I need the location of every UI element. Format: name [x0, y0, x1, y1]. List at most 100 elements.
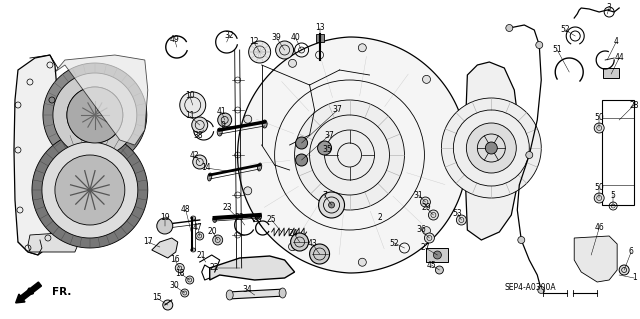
Text: SEP4-A0300A: SEP4-A0300A	[504, 283, 556, 292]
Circle shape	[422, 75, 431, 83]
Text: 14: 14	[201, 164, 211, 173]
Circle shape	[196, 232, 204, 240]
Circle shape	[89, 109, 101, 121]
Bar	[316, 34, 324, 42]
Bar	[603, 68, 619, 78]
Polygon shape	[32, 132, 148, 248]
Text: 22: 22	[210, 263, 220, 272]
Polygon shape	[42, 142, 138, 238]
Circle shape	[428, 210, 438, 220]
Ellipse shape	[207, 173, 212, 181]
Text: 1: 1	[632, 273, 637, 283]
Text: 43: 43	[308, 240, 317, 249]
Polygon shape	[152, 238, 178, 258]
Circle shape	[289, 243, 296, 251]
Circle shape	[518, 236, 525, 243]
Text: 39: 39	[272, 33, 282, 42]
Text: 27: 27	[420, 243, 430, 253]
Circle shape	[453, 162, 461, 170]
Circle shape	[218, 113, 232, 127]
Text: 34: 34	[243, 286, 253, 294]
Text: 45: 45	[426, 261, 436, 270]
Circle shape	[319, 192, 344, 218]
Polygon shape	[14, 55, 58, 255]
Circle shape	[358, 44, 366, 52]
Text: 42: 42	[190, 151, 200, 160]
Ellipse shape	[262, 120, 267, 128]
Circle shape	[433, 251, 442, 259]
Text: 29: 29	[422, 204, 431, 212]
Text: 7: 7	[322, 190, 327, 199]
Text: 53: 53	[452, 209, 462, 218]
Text: 37: 37	[324, 130, 335, 139]
Circle shape	[276, 41, 294, 59]
Text: 20: 20	[208, 227, 218, 236]
Text: 9: 9	[220, 122, 225, 130]
Ellipse shape	[191, 216, 196, 220]
Circle shape	[594, 123, 604, 133]
Ellipse shape	[257, 163, 262, 171]
Polygon shape	[574, 236, 617, 282]
Text: 11: 11	[185, 112, 195, 121]
Text: 38: 38	[193, 131, 202, 140]
Circle shape	[328, 202, 335, 208]
Bar	[426, 248, 449, 262]
Text: 30: 30	[170, 281, 180, 291]
Text: 16: 16	[170, 256, 180, 264]
Circle shape	[485, 142, 497, 154]
Circle shape	[422, 226, 431, 235]
Polygon shape	[53, 73, 137, 157]
Circle shape	[175, 263, 184, 272]
Circle shape	[526, 152, 532, 159]
Circle shape	[442, 98, 541, 198]
Text: 4: 4	[614, 38, 619, 47]
Text: 32: 32	[225, 31, 234, 40]
Text: 6: 6	[628, 248, 634, 256]
Circle shape	[163, 300, 173, 310]
Circle shape	[358, 258, 366, 266]
Text: 25: 25	[267, 216, 276, 225]
Ellipse shape	[191, 248, 196, 252]
Text: 23: 23	[223, 204, 232, 212]
Circle shape	[536, 41, 543, 48]
Circle shape	[294, 100, 404, 210]
Text: 12: 12	[249, 38, 259, 47]
Text: 49: 49	[170, 35, 180, 44]
Circle shape	[192, 117, 208, 133]
Text: 44: 44	[614, 54, 624, 63]
Text: 21: 21	[197, 251, 207, 261]
Text: 52: 52	[561, 26, 570, 34]
Text: 17: 17	[143, 238, 152, 247]
Text: 13: 13	[315, 24, 324, 33]
Circle shape	[193, 155, 207, 169]
Circle shape	[435, 266, 444, 274]
Text: 18: 18	[175, 269, 184, 278]
Circle shape	[317, 141, 332, 155]
Bar	[228, 289, 283, 299]
Circle shape	[467, 123, 516, 173]
Polygon shape	[28, 232, 80, 252]
Ellipse shape	[226, 290, 233, 300]
Circle shape	[456, 215, 467, 225]
Text: 35: 35	[323, 145, 332, 154]
Text: 2: 2	[377, 213, 382, 222]
Text: 40: 40	[291, 33, 300, 42]
Text: 5: 5	[611, 190, 616, 199]
Bar	[602, 100, 634, 205]
Circle shape	[506, 25, 513, 32]
Text: 10: 10	[185, 92, 195, 100]
Text: 26: 26	[253, 216, 262, 225]
Text: 41: 41	[217, 108, 227, 116]
Text: 24: 24	[289, 228, 298, 238]
Circle shape	[619, 265, 629, 275]
Ellipse shape	[279, 288, 286, 298]
Ellipse shape	[212, 217, 217, 222]
Circle shape	[244, 115, 252, 123]
Text: 52: 52	[390, 239, 399, 248]
Text: 36: 36	[417, 226, 426, 234]
Circle shape	[86, 186, 94, 194]
Circle shape	[424, 233, 435, 243]
Text: 46: 46	[595, 224, 604, 233]
Text: 51: 51	[552, 46, 562, 55]
Circle shape	[453, 140, 461, 148]
